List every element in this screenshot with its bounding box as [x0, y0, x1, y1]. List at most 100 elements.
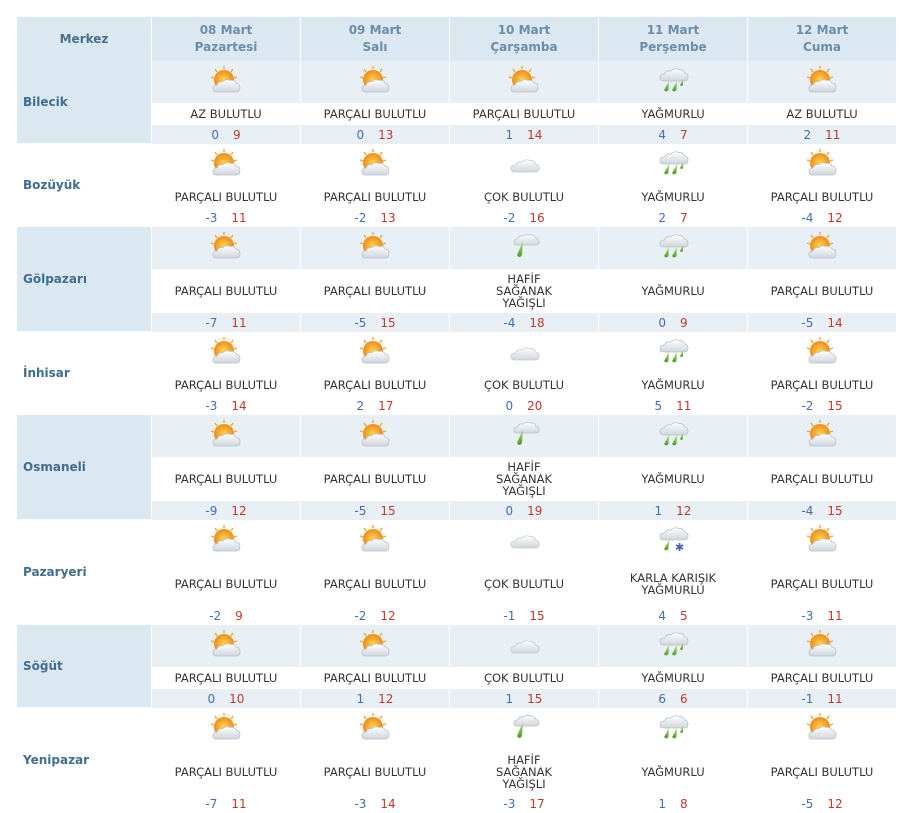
sun-cloud-icon [359, 337, 390, 364]
cloud-icon [510, 347, 540, 361]
sun-cloud-icon [359, 66, 390, 93]
weather-icon-cell [301, 144, 450, 186]
day-header: 12 Mart Cuma [748, 17, 897, 61]
weather-icon-cell [450, 144, 599, 186]
temperature-row: -9 12 -5 15 0 19 1 12 -4 15 [17, 501, 897, 520]
temperature-cell: -3 11 [748, 606, 897, 625]
description-cell: ÇOK BULUTLU [450, 374, 599, 396]
city-name: Yenipazar [17, 708, 152, 813]
day-header: 08 Mart Pazartesi [152, 17, 301, 61]
temperature-row: -7 11 -5 15 -4 18 0 9 -5 14 [17, 313, 897, 332]
max-temperature: 12 [827, 796, 843, 811]
description-cell: PARÇALI BULUTLU [748, 457, 897, 501]
description-cell: YAĞMURLU [599, 186, 748, 208]
description-cell: ÇOK BULUTLU [450, 562, 599, 606]
temperature-cell: 1 12 [599, 501, 748, 520]
weather-description: PARÇALI BULUTLU [472, 107, 576, 121]
weather-description: PARÇALI BULUTLU [174, 190, 278, 204]
weather-description: PARÇALI BULUTLU [770, 378, 874, 392]
max-temperature: 14 [380, 796, 396, 811]
forecast-table: Merkez 08 Mart Pazartesi 09 Mart Salı 10 M… [17, 17, 897, 813]
max-temperature: 11 [676, 398, 692, 413]
min-temperature: 0 [658, 315, 666, 330]
min-temperature: 6 [658, 691, 666, 706]
max-temperature: 13 [378, 127, 394, 142]
temperature-cell: -4 15 [748, 501, 897, 520]
weather-description: PARÇALI BULUTLU [323, 765, 427, 779]
weather-description: PARÇALI BULUTLU [323, 190, 427, 204]
temperature-cell: 2 17 [301, 396, 450, 415]
max-temperature: 17 [378, 398, 394, 413]
temperature-row: 0 10 1 12 1 15 6 6 -1 11 [17, 689, 897, 708]
sun-cloud-icon [806, 630, 837, 657]
sun-cloud-icon [806, 713, 837, 740]
weather-icon-cell: ✱ [599, 520, 748, 562]
description-cell: YAĞMURLU [599, 667, 748, 689]
city-name: Bilecik [17, 61, 152, 144]
weather-icon-cell [301, 520, 450, 562]
weather-description: ÇOK BULUTLU [483, 378, 565, 392]
max-temperature: 11 [231, 315, 247, 330]
sun-cloud-icon [359, 713, 390, 740]
weather-description: YAĞMURLU [641, 190, 705, 204]
sun-cloud-icon [806, 66, 837, 93]
icon-row: Bilecik [17, 61, 897, 144]
weather-description: PARÇALI BULUTLU [323, 107, 427, 121]
temperature-cell: -9 12 [152, 501, 301, 520]
weather-description: PARÇALI BULUTLU [174, 284, 278, 298]
description-cell: PARÇALI BULUTLU [152, 667, 301, 689]
weather-description: HAFİF SAĞANAK YAĞIŞLI [496, 753, 552, 791]
max-temperature: 6 [680, 691, 688, 706]
temperature-cell: -2 15 [748, 396, 897, 415]
max-temperature: 15 [827, 503, 843, 518]
icon-row: Gölpazarı [17, 227, 897, 332]
sun-cloud-icon [806, 420, 837, 447]
sun-cloud-icon [508, 66, 539, 93]
weather-description: HAFİF SAĞANAK YAĞIŞLI [496, 460, 552, 498]
temperature-cell: -5 15 [301, 501, 450, 520]
description-cell: PARÇALI BULUTLU [301, 269, 450, 313]
min-temperature: -4 [503, 315, 516, 330]
min-temperature: -3 [205, 210, 218, 225]
day-weekday: Pazartesi [194, 40, 258, 54]
weather-description: PARÇALI BULUTLU [323, 284, 427, 298]
temperature-cell: -1 15 [450, 606, 599, 625]
temperature-cell: -5 12 [748, 794, 897, 813]
sun-cloud-icon [210, 420, 241, 447]
temperature-cell: 1 15 [450, 689, 599, 708]
min-temperature: -2 [354, 608, 367, 623]
min-temperature: 2 [658, 210, 666, 225]
weather-icon-cell [599, 708, 748, 750]
temperature-cell: -4 12 [748, 208, 897, 227]
weather-description: PARÇALI BULUTLU [770, 671, 874, 685]
description-row: PARÇALI BULUTLU PARÇALI BULUTLU HAFİF SAĞA… [17, 750, 897, 794]
description-cell: PARÇALI BULUTLU [301, 750, 450, 794]
weather-description: PARÇALI BULUTLU [174, 765, 278, 779]
description-cell: YAĞMURLU [599, 374, 748, 396]
max-temperature: 18 [529, 315, 545, 330]
min-temperature: -5 [801, 315, 814, 330]
weather-icon-cell [301, 415, 450, 457]
temperature-row: -2 9 -2 12 -1 15 4 5 -3 11 [17, 606, 897, 625]
temperature-cell: -3 11 [152, 208, 301, 227]
min-temperature: -4 [801, 210, 814, 225]
max-temperature: 11 [231, 796, 247, 811]
city-name: Bozüyük [17, 144, 152, 227]
description-cell: PARÇALI BULUTLU [748, 186, 897, 208]
max-temperature: 16 [529, 210, 545, 225]
city-name: Osmaneli [17, 415, 152, 520]
weather-icon-cell [450, 415, 599, 457]
temperature-cell: -3 14 [152, 396, 301, 415]
sun-cloud-icon [806, 337, 837, 364]
weather-icon-cell [301, 625, 450, 667]
weather-icon-cell [152, 61, 301, 103]
min-temperature: -1 [503, 608, 516, 623]
description-row: PARÇALI BULUTLU PARÇALI BULUTLU HAFİF SAĞA… [17, 269, 897, 313]
description-cell: KARLA KARIŞIK YAĞMURLU [599, 562, 748, 606]
min-temperature: -2 [209, 608, 222, 623]
sun-cloud-icon [210, 713, 241, 740]
description-cell: PARÇALI BULUTLU [748, 269, 897, 313]
max-temperature: 12 [676, 503, 692, 518]
min-temperature: 0 [207, 691, 216, 706]
